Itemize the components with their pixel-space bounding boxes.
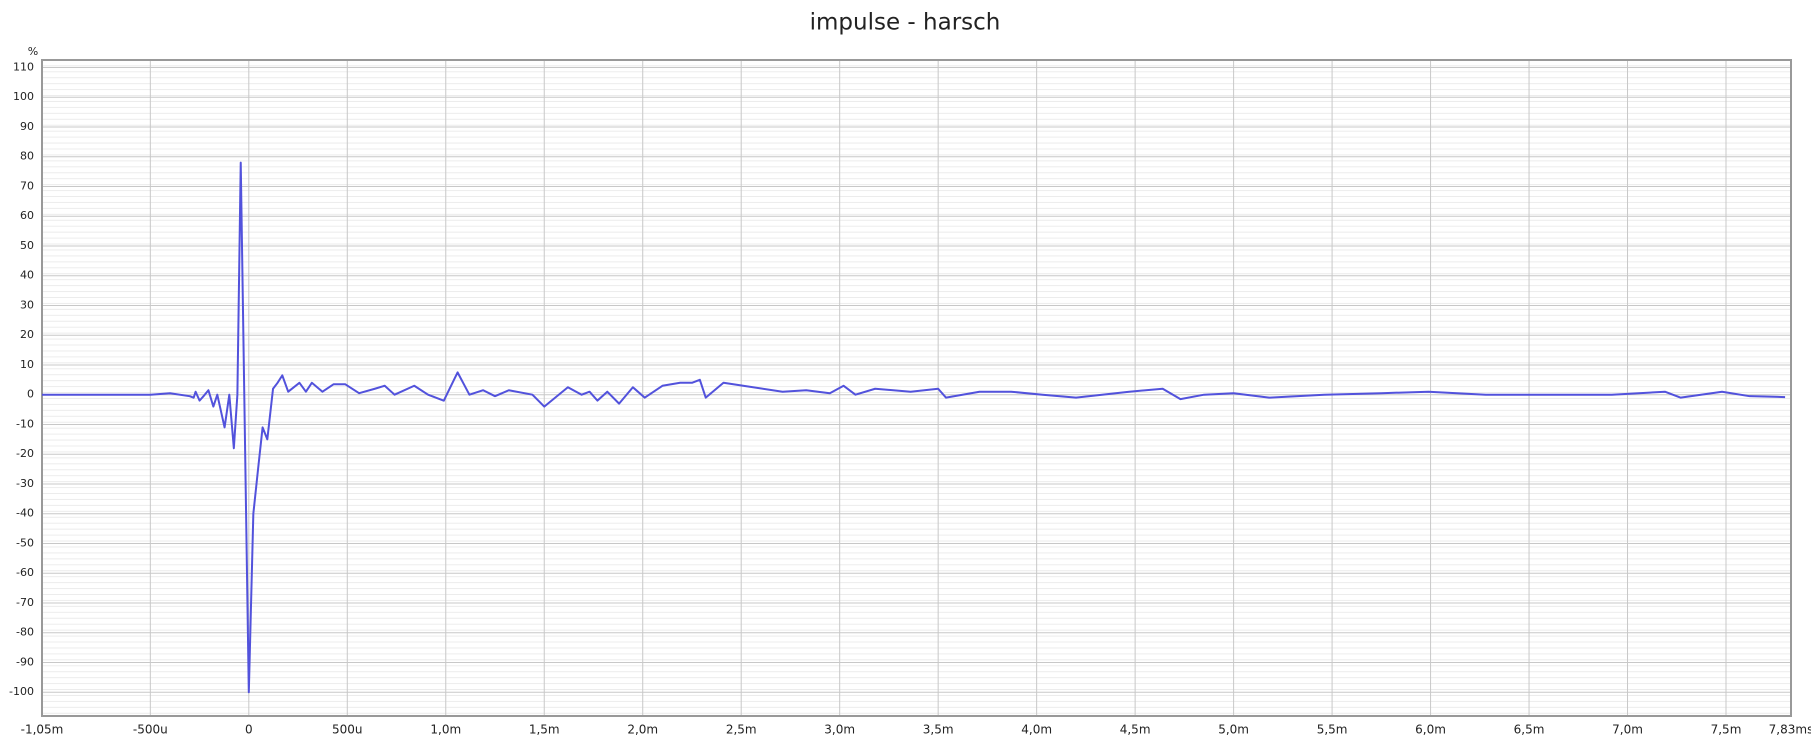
y-tick-label: 30: [20, 298, 34, 311]
y-tick-label: 90: [20, 120, 34, 133]
y-tick-label: 70: [20, 179, 34, 192]
y-tick-label: -100: [9, 685, 34, 698]
y-tick-label: -70: [16, 596, 34, 609]
x-tick-label: 1,0m: [430, 723, 461, 737]
y-tick-label: 80: [20, 150, 34, 163]
x-tick-label: 6,0m: [1415, 723, 1446, 737]
y-tick-label: 50: [20, 239, 34, 252]
x-tick-label: 4,0m: [1021, 723, 1052, 737]
series-line: [42, 161, 1786, 694]
x-tick-label: 5,0m: [1218, 723, 1249, 737]
x-tick-label: 5,5m: [1317, 723, 1348, 737]
x-tick-label: 4,5m: [1120, 723, 1151, 737]
y-tick-label: -40: [16, 507, 34, 520]
minor-grid: [42, 60, 1791, 716]
y-tick-label: -90: [16, 655, 34, 668]
x-tick-label: 7,83ms: [1769, 723, 1811, 737]
x-tick-label: 2,0m: [627, 723, 658, 737]
x-tick-label: -500u: [133, 723, 168, 737]
y-axis-label: %: [28, 45, 38, 58]
plot-border: [41, 59, 1792, 717]
x-tick-label: 3,5m: [923, 723, 954, 737]
y-tick-label: 10: [20, 358, 34, 371]
y-tick-label: -60: [16, 566, 34, 579]
x-tick-label: 500u: [332, 723, 363, 737]
y-tick-label: -10: [16, 417, 34, 430]
y-tick-label: 0: [27, 388, 34, 401]
x-tick-label: -1,05m: [21, 723, 64, 737]
x-tick-label: 1,5m: [529, 723, 560, 737]
y-tick-label: 100: [13, 90, 34, 103]
x-tick-label: 3,0m: [824, 723, 855, 737]
x-tick-label: 2,5m: [726, 723, 757, 737]
chart-title: impulse - harsch: [810, 10, 1001, 36]
x-tick-label: 0: [245, 723, 253, 737]
y-tick-label: 40: [20, 269, 34, 282]
y-tick-label: 20: [20, 328, 34, 341]
y-tick-label: -80: [16, 626, 34, 639]
y-tick-label: 110: [13, 60, 34, 73]
y-tick-label: -50: [16, 536, 34, 549]
x-tick-label: 7,5m: [1711, 723, 1742, 737]
x-tick-label: 6,5m: [1514, 723, 1545, 737]
x-tick-label: 7,0m: [1612, 723, 1643, 737]
y-tick-label: -30: [16, 477, 34, 490]
y-tick-label: -20: [16, 447, 34, 460]
y-tick-label: 60: [20, 209, 34, 222]
